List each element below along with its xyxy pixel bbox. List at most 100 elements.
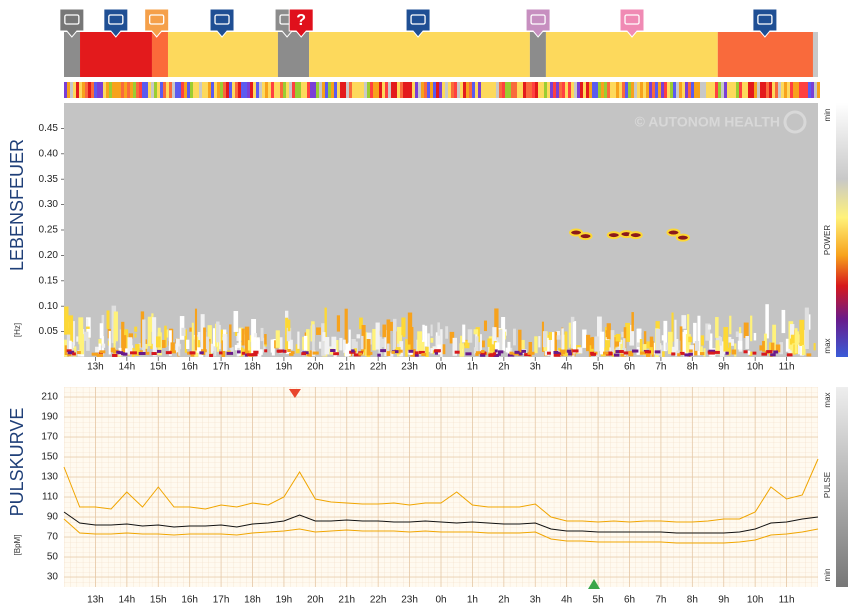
spectrum-texture	[408, 349, 414, 353]
spectrum-texture	[67, 351, 73, 355]
spectrum-texture	[99, 350, 106, 354]
spectrum-texture	[625, 322, 630, 342]
stripe-cell	[517, 82, 520, 98]
spectrum-texture	[64, 345, 68, 356]
stripe-cell	[808, 82, 811, 98]
stripe-cell	[469, 82, 472, 98]
spectrum-texture	[570, 344, 574, 356]
spectrum-texture	[169, 350, 176, 354]
spectrum-texture	[151, 352, 157, 356]
stripe-cell	[514, 82, 517, 98]
stripe-cell	[109, 82, 112, 98]
stripe-cell	[394, 82, 397, 98]
x-tick-label: 22h	[370, 362, 387, 373]
spectrum-texture	[726, 347, 731, 356]
spectrum-texture	[561, 351, 566, 355]
y-tick-label: 0.25	[39, 225, 59, 236]
spectrum-texture	[661, 335, 666, 341]
stripe-cell	[811, 82, 814, 98]
stripe-cell	[664, 82, 667, 98]
y-tick-label: 0.15	[39, 275, 59, 286]
stripe-cell	[298, 82, 301, 98]
spectrum-texture	[697, 315, 701, 356]
event-icon	[757, 14, 773, 25]
spectrum-texture	[318, 341, 322, 349]
stripe-cell	[481, 82, 484, 98]
spectrum-texture	[481, 340, 485, 348]
stripe-cell	[574, 82, 577, 98]
spectrum-texture	[86, 336, 90, 351]
y-tick-label: 0.20	[39, 250, 59, 261]
stripe-cell	[217, 82, 220, 98]
spectrum-texture	[512, 352, 519, 356]
stripe-cell	[304, 82, 307, 98]
stripe-cell	[757, 82, 760, 98]
event-icon	[64, 14, 80, 25]
stripe-cell	[781, 82, 784, 98]
pulse-line	[63, 511, 819, 534]
spectrum-texture	[77, 351, 81, 355]
spectrum-texture	[596, 316, 602, 352]
stripe-cell	[691, 82, 694, 98]
activity-segment	[717, 32, 813, 77]
spectrum-texture	[189, 327, 194, 332]
spectrum-texture	[434, 351, 439, 355]
spectrum-texture	[660, 345, 663, 357]
stripe-cell	[259, 82, 262, 98]
spectrum-texture	[542, 331, 547, 348]
spectrum-texture	[236, 333, 241, 341]
spectrum-texture	[465, 352, 472, 356]
spectrum-texture	[528, 341, 533, 357]
stripe-cell	[715, 82, 718, 98]
spectrum-texture	[181, 327, 186, 336]
stripe-cell	[274, 82, 277, 98]
spectrum-texture	[229, 324, 232, 348]
spectrum-texture	[735, 331, 739, 337]
activity-segment	[529, 32, 546, 77]
event-icon	[214, 14, 230, 25]
spectrum-texture	[375, 322, 380, 350]
spectrum-texture	[649, 347, 653, 355]
x-tick-label: 8h	[687, 362, 698, 373]
spectrum-texture	[676, 350, 680, 356]
y-tick-label: 70	[47, 532, 59, 543]
spectrum-texture	[483, 320, 488, 332]
stripe-cell	[112, 82, 115, 98]
spectrum-texture	[414, 353, 419, 357]
stripe-cell	[184, 82, 187, 98]
spectrum-texture	[647, 352, 651, 356]
spectrum-texture	[239, 347, 244, 357]
x-tick-label: 4h	[561, 595, 572, 606]
stripe-cell	[307, 82, 310, 98]
stripe-cell	[472, 82, 475, 98]
stripe-cell	[667, 82, 670, 98]
spectrum-texture	[270, 339, 273, 353]
spectrum-texture	[241, 328, 245, 346]
spectrum-texture	[489, 344, 494, 352]
spectrum-texture	[247, 340, 251, 351]
stripe-cell	[343, 82, 346, 98]
y-tick-label: 150	[41, 452, 58, 463]
spectrum-texture	[564, 331, 568, 357]
spectrum-texture	[644, 350, 652, 354]
spectrum-texture	[377, 353, 381, 357]
spectrum-texture	[79, 334, 85, 355]
stripe-cell	[427, 82, 430, 98]
spectrum-texture	[361, 335, 364, 356]
event-label: ?	[296, 12, 306, 29]
spectrum-texture	[194, 308, 198, 351]
y-tick-label: 210	[41, 392, 58, 403]
spectrum-texture	[86, 328, 91, 338]
stripe-cell	[253, 82, 256, 98]
spectrum-texture	[398, 349, 403, 353]
stripe-cell	[655, 82, 658, 98]
spectrum-texture	[708, 349, 716, 353]
spectrum-texture	[527, 351, 535, 355]
stripe-cell	[577, 82, 580, 98]
spectrum-texture	[431, 347, 435, 354]
stripe-cell	[409, 82, 412, 98]
spectrum-texture	[464, 340, 470, 349]
x-tick-label: 1h	[467, 362, 478, 373]
spectrum-texture	[189, 351, 195, 355]
spectrum-texture	[813, 343, 816, 351]
